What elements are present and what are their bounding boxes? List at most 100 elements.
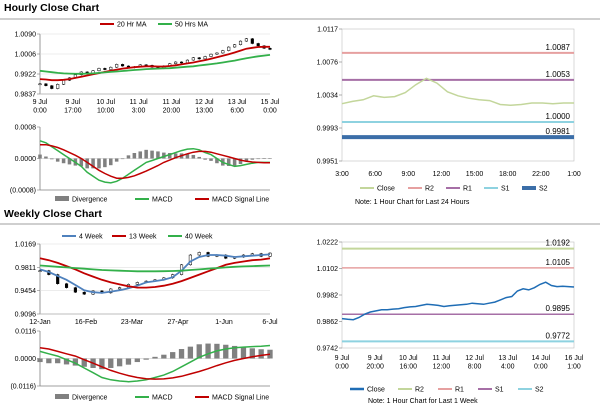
hourly-price-y-tick-label: 0.9837 [15,92,37,99]
weekly-price-ma40-line [39,264,271,273]
weekly-macd-divergence-bar [55,358,61,364]
weekly-pivot-x-tick-label: 10 Jul 16:00 [399,355,418,371]
weekly-price-candle-body [73,287,77,293]
hourly-price-candle-body [197,57,201,60]
hourly-macd-divergence-bar [167,152,172,159]
weekly-macd-divergence-bar [37,358,43,363]
hourly-pivot-level-r1-label: 1.0053 [546,70,571,79]
weekly-legend-divergence-swatch [55,394,69,399]
hourly-legend-divergence-label: Divergence [72,197,108,204]
hourly-macd-divergence-bar [173,153,178,159]
weekly-macd-y-tick-label: 0.0116 [15,329,36,336]
weekly-macd-divergence-bar [81,358,87,367]
weekly-pivot-level-r1-label: 1.0105 [546,258,571,267]
weekly-price-candle-body [135,282,139,285]
weekly-macd-divergence-bar [258,349,264,359]
hourly-pivot-x-tick-label: 6:00 [368,171,382,178]
weekly-price-candle-body [82,291,86,295]
weekly-pivot-x-tick-label: 13 Jul 4:00 [498,355,517,371]
hourly-price-candle-body [227,46,231,51]
hourly-macd-divergence-bar [215,158,219,164]
weekly-macd-divergence-bar [196,344,202,359]
hourly-macd-divergence-bar [244,158,249,162]
weekly-legend-macd-label: MACD [152,395,173,402]
hourly-price-candle-body [203,56,207,60]
weekly-macd-divergence-bar [46,358,52,364]
weekly-price-x-tick-label: 27-Apr [167,319,189,326]
hourly-price-candle-body [268,47,272,50]
weekly-macd-signal-line [39,347,271,380]
hourly-macd-signal-line [40,143,270,179]
hourly-price-x-tick-label: 10 Jul 10:00 [96,99,115,115]
hourly-legend-ma20-label: 20 Hr MA [117,22,147,29]
weekly-pivot-level-s2-label: 0.9772 [546,331,571,340]
weekly-pivot-y-tick-label: 1.0222 [317,240,339,247]
weekly-pivot-plot-area [341,241,575,349]
hourly-pivot-legend-r1-label: R1 [463,186,472,193]
hourly-price-candle-body [174,61,178,64]
hourly-pivot-level-r2-label: 1.0087 [546,43,571,52]
hourly-pivot-x-tick-label: 9:00 [401,171,415,178]
hourly-pivot-legend-s2-label: S2 [539,186,548,193]
hourly-price-candle-body [215,52,219,55]
hourly-macd-divergence-bar [44,156,48,159]
hourly-macd-divergence-bar [91,158,95,169]
hourly-pivot-y-tick-label: 0.9951 [317,159,339,166]
hourly-pivot-y-tick-label: 1.0117 [317,27,338,34]
hourly-price-x-tick-label: 11 Jul 20:00 [162,99,181,115]
weekly-pivot-y-tick-label: 0.9862 [317,319,339,326]
weekly-price-ma4-line [39,253,271,294]
hourly-macd-divergence-bar [150,150,154,159]
weekly-legend-signal-label: MACD Signal Line [212,395,269,402]
hourly-pivot-legend-close-label: Close [377,186,395,193]
hourly-section-title: Hourly Close Chart [4,2,100,14]
hourly-price-y-tick-label: 0.9922 [15,72,37,79]
hourly-macd-y-tick-label: (0.0008) [10,188,36,195]
weekly-legend-4week-label: 4 Week [79,234,103,241]
hourly-macd-y-tick-label: 0.0000 [15,156,37,163]
hourly-macd-divergence-bar [67,158,72,165]
hourly-legend-divergence-swatch [55,196,69,201]
weekly-pivot-level-r2-label: 1.0192 [546,239,571,248]
weekly-macd-macd-line [39,344,271,383]
weekly-macd-divergence-bar [143,358,149,360]
hourly-macd-divergence-bar [138,151,143,159]
hourly-pivot-x-tick-label: 12:00 [433,171,451,178]
weekly-price-y-tick-label: 0.9454 [15,288,37,295]
weekly-macd-divergence-bar [125,358,132,365]
weekly-pivot-close-line [341,281,575,321]
weekly-pivot-legend-s1-label: S1 [495,387,504,394]
hourly-macd-divergence-bar [191,154,196,159]
hourly-macd-divergence-bar [103,158,107,168]
weekly-pivot-y-tick-label: 0.9982 [317,293,339,300]
hourly-price-candle-body [109,66,113,70]
weekly-macd-divergence-bar [178,349,185,359]
weekly-macd-divergence-bar [223,344,229,359]
hourly-macd-divergence-bar [126,155,131,159]
hourly-pivot-level-s1-label: 1.0000 [546,112,571,121]
weekly-section-divider [0,223,600,225]
weekly-price-y-tick-label: 1.0169 [15,242,37,249]
hourly-price-candle-body [191,57,195,61]
hourly-pivot-x-tick-label: 3:00 [335,171,349,178]
hourly-macd-divergence-bar [109,158,113,166]
hourly-price-x-tick-label: 13 Jul 6:00 [228,99,247,115]
hourly-price-x-tick-label: 9 Jul 0:00 [33,99,48,115]
hourly-macd-divergence-bar [114,158,119,162]
weekly-macd-divergence-bar [170,352,176,359]
hourly-legend-signal-label: MACD Signal Line [212,197,269,204]
hourly-price-ma50-line [39,54,271,75]
hourly-macd-y-tick-label: 0.0008 [15,125,37,132]
weekly-price-candle-body [118,287,122,290]
weekly-pivot-x-tick-label: 9 Jul 0:00 [335,355,350,371]
hourly-legend-macd-label: MACD [152,197,173,204]
hourly-price-candle-body [179,61,184,64]
weekly-pivot-y-tick-label: 0.9742 [317,346,339,353]
weekly-price-candle-body [56,274,60,284]
hourly-macd-divergence-bar [97,158,101,169]
weekly-macd-divergence-bar [108,358,114,368]
weekly-macd-divergence-bar [231,345,238,359]
hourly-price-candle-body [50,85,54,89]
weekly-macd-divergence-bar [187,346,194,359]
